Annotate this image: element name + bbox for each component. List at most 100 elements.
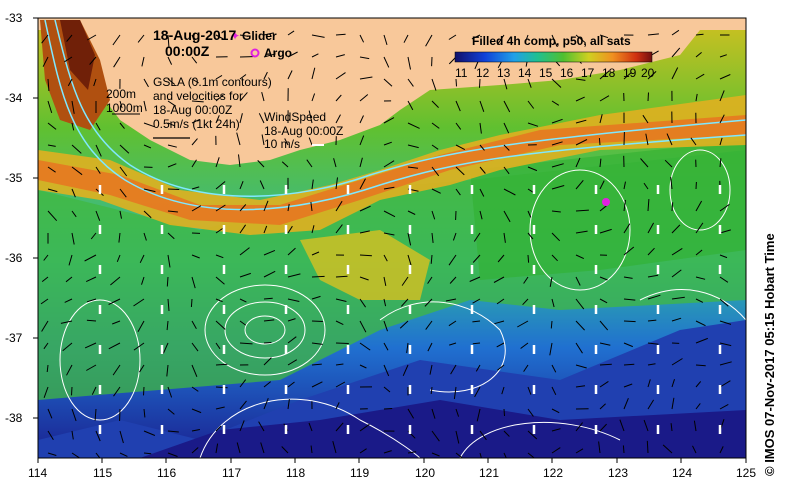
current-vector xyxy=(524,34,529,44)
current-vector xyxy=(119,144,130,154)
current-vector xyxy=(383,276,387,286)
x-tick-125: 125 xyxy=(736,466,757,480)
current-vector xyxy=(239,181,244,190)
current-vector xyxy=(623,223,631,234)
current-vector xyxy=(95,452,101,458)
x-tick-121: 121 xyxy=(479,466,500,480)
current-vector xyxy=(239,342,253,345)
current-vector xyxy=(191,408,202,414)
current-vector xyxy=(431,232,434,243)
current-vector xyxy=(503,188,516,196)
current-vector xyxy=(431,408,436,419)
current-vector xyxy=(550,320,553,329)
current-vector xyxy=(599,228,612,234)
current-vector xyxy=(167,430,179,433)
current-vector xyxy=(671,397,675,410)
current-vector xyxy=(599,205,607,212)
current-vector xyxy=(335,422,344,432)
current-vector xyxy=(113,56,121,68)
x-tick-123: 123 xyxy=(608,466,629,480)
current-vector xyxy=(719,380,731,388)
current-vector xyxy=(599,320,609,331)
current-vector xyxy=(359,298,367,308)
current-vector xyxy=(695,276,706,280)
current-vector xyxy=(239,92,248,102)
current-vector xyxy=(263,319,275,322)
current-vector xyxy=(68,254,73,266)
current-vector xyxy=(281,446,289,454)
current-vector xyxy=(215,298,223,303)
current-vector xyxy=(407,232,412,246)
current-vector xyxy=(310,445,313,454)
current-vector xyxy=(359,205,371,212)
current-vector xyxy=(599,95,610,102)
current-vector xyxy=(335,275,348,278)
current-vector xyxy=(479,78,481,88)
current-vector xyxy=(455,430,460,444)
current-vector xyxy=(287,273,301,278)
current-vector xyxy=(719,203,730,212)
current-vector xyxy=(455,144,466,151)
current-vector xyxy=(143,232,147,241)
current-vector xyxy=(143,144,152,149)
current-vector xyxy=(94,408,97,421)
current-vector xyxy=(647,274,659,278)
current-vector xyxy=(383,210,396,218)
current-vector xyxy=(407,78,414,87)
current-vector xyxy=(455,78,457,87)
current-vector xyxy=(671,29,680,36)
current-vector xyxy=(167,163,177,168)
current-vector xyxy=(671,47,681,58)
current-vector xyxy=(647,247,655,256)
current-vector xyxy=(141,276,145,285)
current-vector xyxy=(311,225,315,234)
current-vector xyxy=(311,381,323,388)
current-vector xyxy=(503,144,510,151)
current-vector xyxy=(527,254,530,263)
current-vector xyxy=(503,430,510,437)
current-vector xyxy=(623,181,626,190)
current-vector xyxy=(284,138,289,146)
current-vector xyxy=(427,276,433,284)
current-vector xyxy=(191,118,201,124)
colorbar xyxy=(454,51,653,63)
current-vector xyxy=(162,342,169,354)
current-vector xyxy=(119,210,122,219)
current-vector xyxy=(647,363,656,366)
current-vector xyxy=(335,72,346,80)
current-vector xyxy=(41,276,49,282)
current-vector xyxy=(95,210,101,221)
current-vector xyxy=(239,113,243,124)
colorbar-tick-17: 17 xyxy=(581,66,595,80)
argo-legend-label: Argo xyxy=(264,46,292,60)
current-vector xyxy=(527,122,539,127)
current-vector xyxy=(166,320,169,331)
current-vector xyxy=(383,160,395,168)
x-tick-122: 122 xyxy=(543,466,564,480)
current-vector xyxy=(575,448,584,454)
current-vector xyxy=(496,342,505,348)
current-vector xyxy=(425,320,433,330)
current-vector xyxy=(287,30,295,36)
current-vector xyxy=(623,298,636,301)
current-vector xyxy=(87,34,97,41)
current-vector xyxy=(112,320,121,325)
colorbar-tick-11: 11 xyxy=(455,66,468,80)
current-vector xyxy=(239,34,248,37)
current-vector xyxy=(332,440,337,454)
current-vector xyxy=(95,430,101,442)
current-vector xyxy=(311,275,325,278)
current-vector xyxy=(215,74,223,80)
current-vector xyxy=(551,232,561,242)
current-vector xyxy=(47,430,54,441)
y-tick-35: -35 xyxy=(5,171,23,185)
current-vector xyxy=(695,73,705,80)
current-vector xyxy=(141,56,145,67)
current-vector xyxy=(452,232,457,241)
current-vector xyxy=(493,276,505,283)
current-vector xyxy=(167,298,170,312)
current-vector xyxy=(520,342,529,349)
current-vector xyxy=(431,78,437,91)
current-vector xyxy=(287,336,297,344)
current-vector xyxy=(90,232,97,240)
